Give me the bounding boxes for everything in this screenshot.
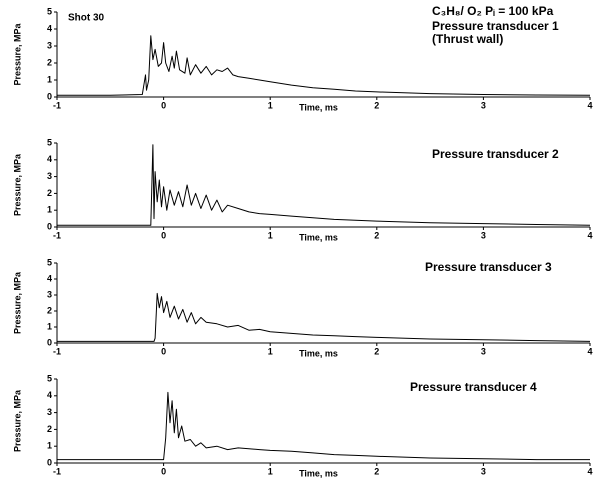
y-tick-label: 2	[47, 424, 52, 434]
panel-title: Pressure transducer 1	[432, 19, 559, 33]
y-tick-label: 1	[47, 205, 52, 215]
x-axis-label: Time, ms	[299, 348, 338, 358]
y-tick-label: 0	[47, 457, 52, 467]
x-tick-label: -1	[53, 100, 61, 110]
x-tick-label: 1	[268, 100, 273, 110]
annotation: C₃H₈/ O₂ Pᵢ = 100 kPa	[432, 4, 554, 18]
x-tick-label: 2	[374, 346, 379, 356]
y-tick-label: 2	[47, 188, 52, 198]
y-tick-label: 1	[47, 74, 52, 84]
y-axis-label: Pressure, MPa	[12, 389, 22, 452]
y-tick-label: 4	[47, 273, 52, 283]
x-tick-label: -1	[53, 466, 61, 476]
annotation: Shot 30	[68, 13, 105, 24]
x-tick-label: 1	[268, 346, 273, 356]
x-tick-label: 4	[587, 466, 592, 476]
x-tick-label: 2	[374, 466, 379, 476]
y-tick-label: 4	[47, 154, 52, 164]
x-axis-label: Time, ms	[299, 468, 338, 478]
y-tick-label: 5	[47, 137, 52, 147]
y-tick-label: 3	[47, 289, 52, 299]
y-axis-label: Pressure, MPa	[12, 22, 22, 85]
panel-title: Pressure transducer 3	[425, 260, 552, 274]
y-tick-label: 3	[47, 407, 52, 417]
y-tick-label: 2	[47, 57, 52, 67]
y-tick-label: 0	[47, 221, 52, 231]
y-tick-label: 5	[47, 257, 52, 267]
y-tick-label: 3	[47, 40, 52, 50]
panel-title: Pressure transducer 2	[432, 147, 559, 161]
panel-subtitle: (Thrust wall)	[432, 32, 503, 46]
x-tick-label: 0	[161, 100, 166, 110]
y-tick-label: 4	[47, 23, 52, 33]
x-tick-label: 0	[161, 346, 166, 356]
x-tick-label: 1	[268, 466, 273, 476]
x-tick-label: -1	[53, 230, 61, 240]
x-tick-label: 0	[161, 466, 166, 476]
trace	[57, 35, 591, 96]
x-tick-label: 2	[374, 230, 379, 240]
x-tick-label: 1	[268, 230, 273, 240]
x-axis-label: Time, ms	[299, 102, 338, 112]
trace	[57, 391, 590, 461]
x-tick-label: 4	[587, 346, 592, 356]
trace	[57, 144, 591, 226]
x-tick-label: 3	[481, 230, 486, 240]
y-axis-label: Pressure, MPa	[12, 271, 22, 334]
panel-title: Pressure transducer 4	[410, 380, 537, 394]
x-tick-label: 3	[481, 100, 486, 110]
x-tick-label: -1	[53, 346, 61, 356]
y-axis-label: Pressure, MPa	[12, 153, 22, 216]
x-tick-label: 4	[587, 230, 592, 240]
x-tick-label: 3	[481, 346, 486, 356]
y-tick-label: 5	[47, 6, 52, 16]
y-tick-label: 2	[47, 305, 52, 315]
y-tick-label: 1	[47, 321, 52, 331]
y-tick-label: 4	[47, 390, 52, 400]
x-tick-label: 0	[161, 230, 166, 240]
x-tick-label: 2	[374, 100, 379, 110]
x-tick-label: 4	[587, 100, 592, 110]
y-tick-label: 5	[47, 373, 52, 383]
y-tick-label: 1	[47, 441, 52, 451]
x-tick-label: 3	[481, 466, 486, 476]
x-axis-label: Time, ms	[299, 232, 338, 242]
y-tick-label: 0	[47, 337, 52, 347]
y-tick-label: 3	[47, 171, 52, 181]
y-tick-label: 0	[47, 91, 52, 101]
trace	[57, 292, 591, 342]
